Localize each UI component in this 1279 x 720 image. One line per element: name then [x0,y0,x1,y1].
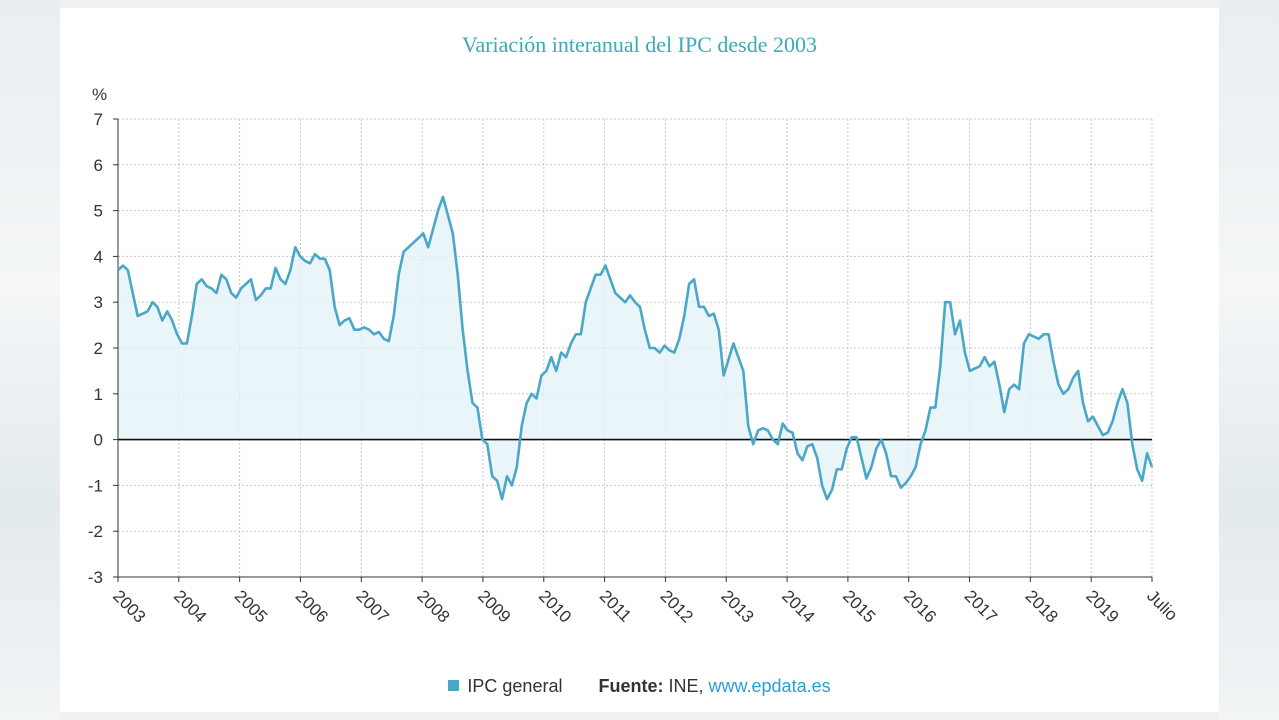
chart-title: Variación interanual del IPC desde 2003 [462,32,817,57]
x-tick-label: 2005 [231,586,271,626]
x-tick-label: 2006 [292,586,332,626]
x-tick-label: 2014 [778,586,818,626]
background-right-edge [1219,0,1279,720]
series-line-ipc-general [117,195,1154,501]
source-name: INE, [668,676,704,696]
x-tick-label: 2008 [413,586,453,626]
legend: IPC general Fuente: INE, www.epdata.es [60,676,1219,697]
x-tick-label: 2009 [474,586,514,626]
y-tick-label: -3 [88,568,103,587]
line-chart: -3 -2 -1 0 1 2 3 4 5 6 7% 2003 2004 2005 2006 2007 2008 2… [88,85,1181,627]
x-tick-label: 2010 [535,586,575,626]
y-tick-label: 1 [94,385,103,404]
y-tick-label: 7 [94,110,103,129]
x-tick-label: 2015 [839,586,879,626]
series-area [118,196,1152,500]
y-tick-label: 0 [94,431,103,450]
legend-series-label[interactable]: IPC general [467,676,563,696]
x-tick-label: 2016 [900,586,940,626]
legend-swatch [448,680,460,691]
x-tick-label: 2012 [657,586,697,626]
y-tick-label: -2 [88,522,103,541]
y-tick-label: 4 [94,247,103,266]
y-axis-label: % [92,85,107,104]
source-label: Fuente: [598,676,664,696]
source-link[interactable]: www.epdata.es [708,676,831,696]
x-tick-label: 2004 [170,586,210,626]
chart-card: Variación interanual del IPC desde 2003 … [60,8,1219,712]
x-tick-label: 2013 [717,586,757,626]
x-tick-label: 2007 [352,586,392,626]
y-tick-label: 6 [94,156,103,175]
y-tick-label: 5 [94,202,103,221]
x-tick-label: 2018 [1022,586,1062,626]
y-tick-label: 3 [94,293,103,312]
background-left-edge [0,0,60,720]
x-tick-label: 2019 [1082,586,1122,626]
x-tick-label: 2017 [961,586,1001,626]
x-tick-label: 2003 [109,586,149,626]
x-tick-label: Julio [1143,586,1181,624]
x-tick-label: 2011 [596,586,635,625]
y-tick-label: 2 [94,339,103,358]
y-tick-label: -1 [88,476,103,495]
